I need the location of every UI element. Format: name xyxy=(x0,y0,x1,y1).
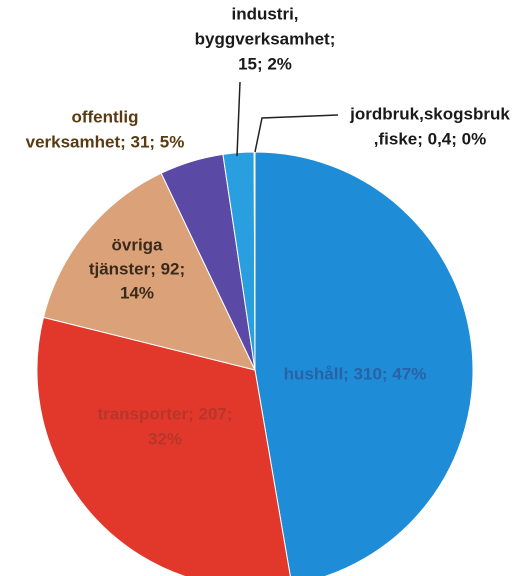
data-label: övriga xyxy=(111,235,163,254)
data-label: hushåll; 310; 47% xyxy=(284,364,427,383)
data-label: 15; 2% xyxy=(238,54,292,73)
data-label: jordbruk,skogsbruk xyxy=(349,104,510,123)
data-label: transporter; 207; xyxy=(97,404,232,423)
pie-slice xyxy=(253,151,256,371)
data-label: 14% xyxy=(120,283,154,302)
pie-slice xyxy=(36,316,291,576)
data-label: industri, xyxy=(231,4,298,23)
data-label: tjänster; 92; xyxy=(89,259,185,278)
pie-slice xyxy=(42,172,256,371)
data-label: ,fiske; 0,4; 0% xyxy=(374,129,486,148)
leader-line xyxy=(236,81,241,157)
data-label: verksamhet; 31; 5% xyxy=(26,132,185,151)
leader-line xyxy=(254,114,339,153)
data-label: offentlig xyxy=(71,107,138,126)
data-label: 32% xyxy=(148,429,182,448)
data-label: byggverksamhet; xyxy=(195,29,336,48)
pie-slice xyxy=(254,151,474,576)
